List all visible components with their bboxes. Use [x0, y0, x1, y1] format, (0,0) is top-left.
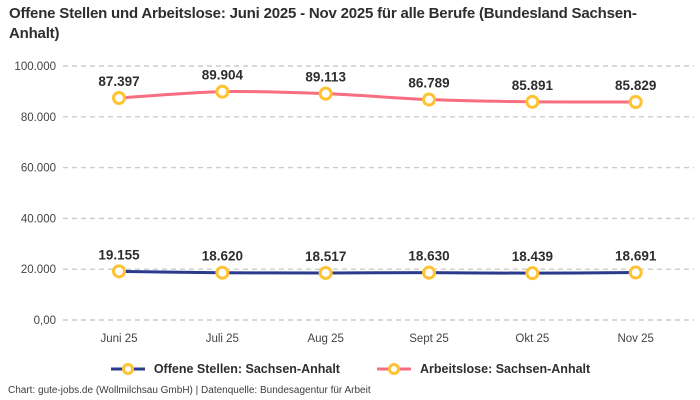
chart-legend: Offene Stellen: Sachsen-Anhalt Arbeitslo… — [0, 362, 700, 376]
data-point-label: 19.155 — [98, 247, 140, 262]
data-point-marker — [318, 265, 333, 280]
series-line — [118, 89, 636, 104]
legend-item-arbeitslose[interactable]: Arbeitslose: Sachsen-Anhalt — [376, 362, 590, 376]
legend-item-offene-stellen[interactable]: Offene Stellen: Sachsen-Anhalt — [110, 362, 340, 376]
data-point-marker — [525, 94, 540, 109]
data-point-marker — [422, 92, 437, 107]
y-tick-label: 80.000 — [21, 112, 56, 124]
data-point-marker — [628, 94, 643, 109]
x-tick-label: Okt 25 — [515, 333, 549, 345]
data-point-label: 87.397 — [98, 74, 139, 89]
data-point-label: 18.630 — [408, 249, 449, 264]
data-point-marker — [112, 91, 126, 106]
data-point-label: 89.113 — [305, 70, 346, 85]
x-tick-label: Juli 25 — [206, 333, 239, 345]
line-marker-icon — [110, 363, 145, 375]
data-point-label: 85.891 — [512, 78, 554, 93]
legend-label: Offene Stellen: Sachsen-Anhalt — [153, 362, 340, 376]
chart-title: Offene Stellen und Arbeitslose: Juni 202… — [9, 5, 637, 43]
y-tick-label: 0,00 — [34, 315, 56, 327]
series-line — [118, 269, 636, 275]
data-point-label: 18.620 — [202, 249, 243, 264]
data-point-label: 89.904 — [202, 68, 244, 83]
chart-source-attribution: Chart: gute-jobs.de (Wollmilchsau GmbH) … — [8, 385, 371, 396]
y-tick-label: 100.000 — [14, 61, 56, 73]
data-point-marker — [525, 266, 540, 281]
x-tick-label: Sept 25 — [409, 333, 449, 345]
data-point-label: 18.439 — [512, 249, 553, 264]
data-point-marker — [318, 86, 333, 101]
legend-label: Arbeitslose: Sachsen-Anhalt — [419, 362, 591, 376]
x-tick-label: Nov 25 — [617, 333, 653, 345]
y-tick-label: 60.000 — [21, 163, 56, 175]
data-point-marker — [628, 265, 643, 280]
data-point-marker — [422, 265, 437, 280]
x-tick-label: Aug 25 — [307, 333, 343, 345]
data-point-label: 18.691 — [615, 249, 657, 264]
data-point-label: 86.789 — [408, 76, 449, 91]
data-point-marker — [215, 265, 230, 280]
data-point-label: 18.517 — [305, 249, 346, 264]
data-point-label: 85.829 — [615, 78, 656, 93]
data-point-marker — [112, 264, 126, 279]
line-chart-plot-area: 0,00 20.000 40.000 60.000 80.000 100.000 Juni … — [14, 61, 694, 345]
x-tick-label: Juni 25 — [100, 333, 137, 345]
y-tick-label: 40.000 — [21, 213, 56, 225]
data-point-marker — [215, 84, 230, 99]
line-marker-icon — [376, 363, 411, 375]
y-tick-label: 20.000 — [21, 264, 56, 276]
